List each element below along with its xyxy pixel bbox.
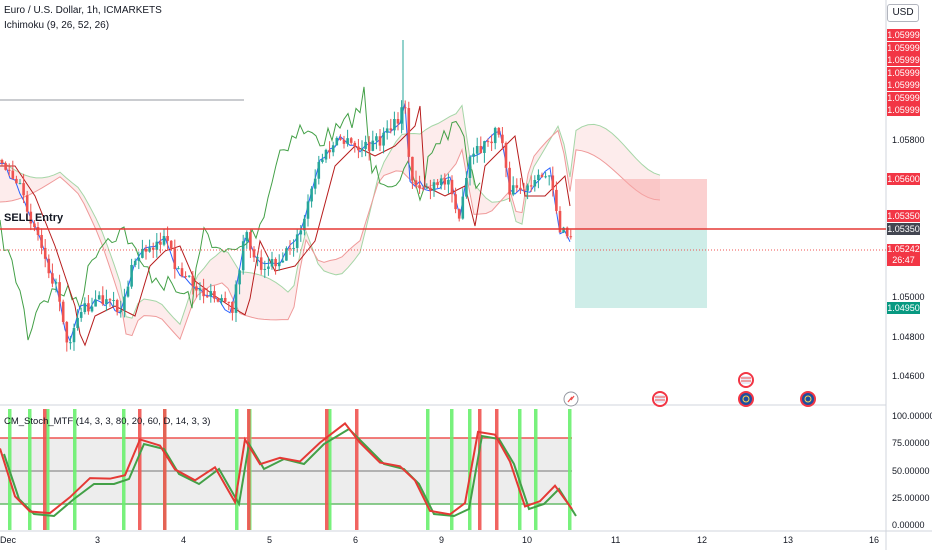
us-flag-event-icon[interactable] <box>652 391 668 407</box>
candlestick-series <box>0 40 573 352</box>
entry-price-label-top: 1.05350 <box>887 210 920 222</box>
alert-price-label: 1.05999 <box>887 91 920 104</box>
bar-countdown-label: 26:47 <box>887 255 920 266</box>
take-profit-zone[interactable] <box>575 229 707 308</box>
eu-flag-event-icon[interactable] <box>738 391 754 407</box>
indicator-label[interactable]: Ichimoku (9, 26, 52, 26) <box>4 20 110 31</box>
price-tick: 1.05000 <box>892 292 925 302</box>
time-tick: 13 <box>783 535 794 545</box>
alert-price-label: 1.05999 <box>887 79 920 91</box>
time-tick: 10 <box>522 535 533 545</box>
time-tick: 6 <box>353 535 359 545</box>
time-tick: 9 <box>439 535 445 545</box>
time-tick: 11 <box>611 535 621 545</box>
alert-price-label: 1.05999 <box>887 41 920 54</box>
chart-title: Euro / U.S. Dollar, 1h, ICMARKETS <box>4 5 162 16</box>
oscillator-tick: 0.00000 <box>892 520 925 530</box>
currency-selector[interactable]: USD <box>887 4 919 22</box>
alert-price-label: 1.05999 <box>887 54 920 66</box>
time-tick: Dec <box>0 535 17 545</box>
oscillator-tick: 50.00000 <box>892 466 930 476</box>
time-tick: 16 <box>869 535 880 545</box>
alert-price-label: 1.05999 <box>887 29 920 41</box>
current-price-label: 1.05242 <box>887 244 920 255</box>
oscillator-title[interactable]: CM_Stoch_MTF (14, 3, 3, 80, 20, 60, D, 1… <box>4 416 211 427</box>
time-tick: 4 <box>181 535 187 545</box>
price-tick: 1.05800 <box>892 135 925 145</box>
stop-price-label: 1.05600 <box>887 173 920 185</box>
eu-flag-event-icon-2[interactable] <box>800 391 816 407</box>
target-price-label: 1.04950 <box>887 302 920 314</box>
dividend-event-icon[interactable] <box>563 391 579 407</box>
price-tick: 1.04800 <box>892 332 925 342</box>
oscillator-tick: 100.00000 <box>892 411 932 421</box>
us-flag-event-icon-2[interactable] <box>738 372 754 388</box>
time-tick: 12 <box>697 535 708 545</box>
alert-price-label: 1.05999 <box>887 66 920 79</box>
entry-price-label: 1.05350 <box>887 223 920 235</box>
stochastic-oscillator <box>0 409 577 530</box>
alert-price-label: 1.05999 <box>887 104 920 116</box>
sell-entry-label: SELL Entry <box>4 212 64 224</box>
time-tick: 3 <box>95 535 101 545</box>
stop-loss-zone[interactable] <box>575 179 707 229</box>
time-tick: 5 <box>267 535 273 545</box>
price-tick: 1.04600 <box>892 371 925 381</box>
oscillator-tick: 25.00000 <box>892 493 930 503</box>
oscillator-tick: 75.00000 <box>892 438 930 448</box>
